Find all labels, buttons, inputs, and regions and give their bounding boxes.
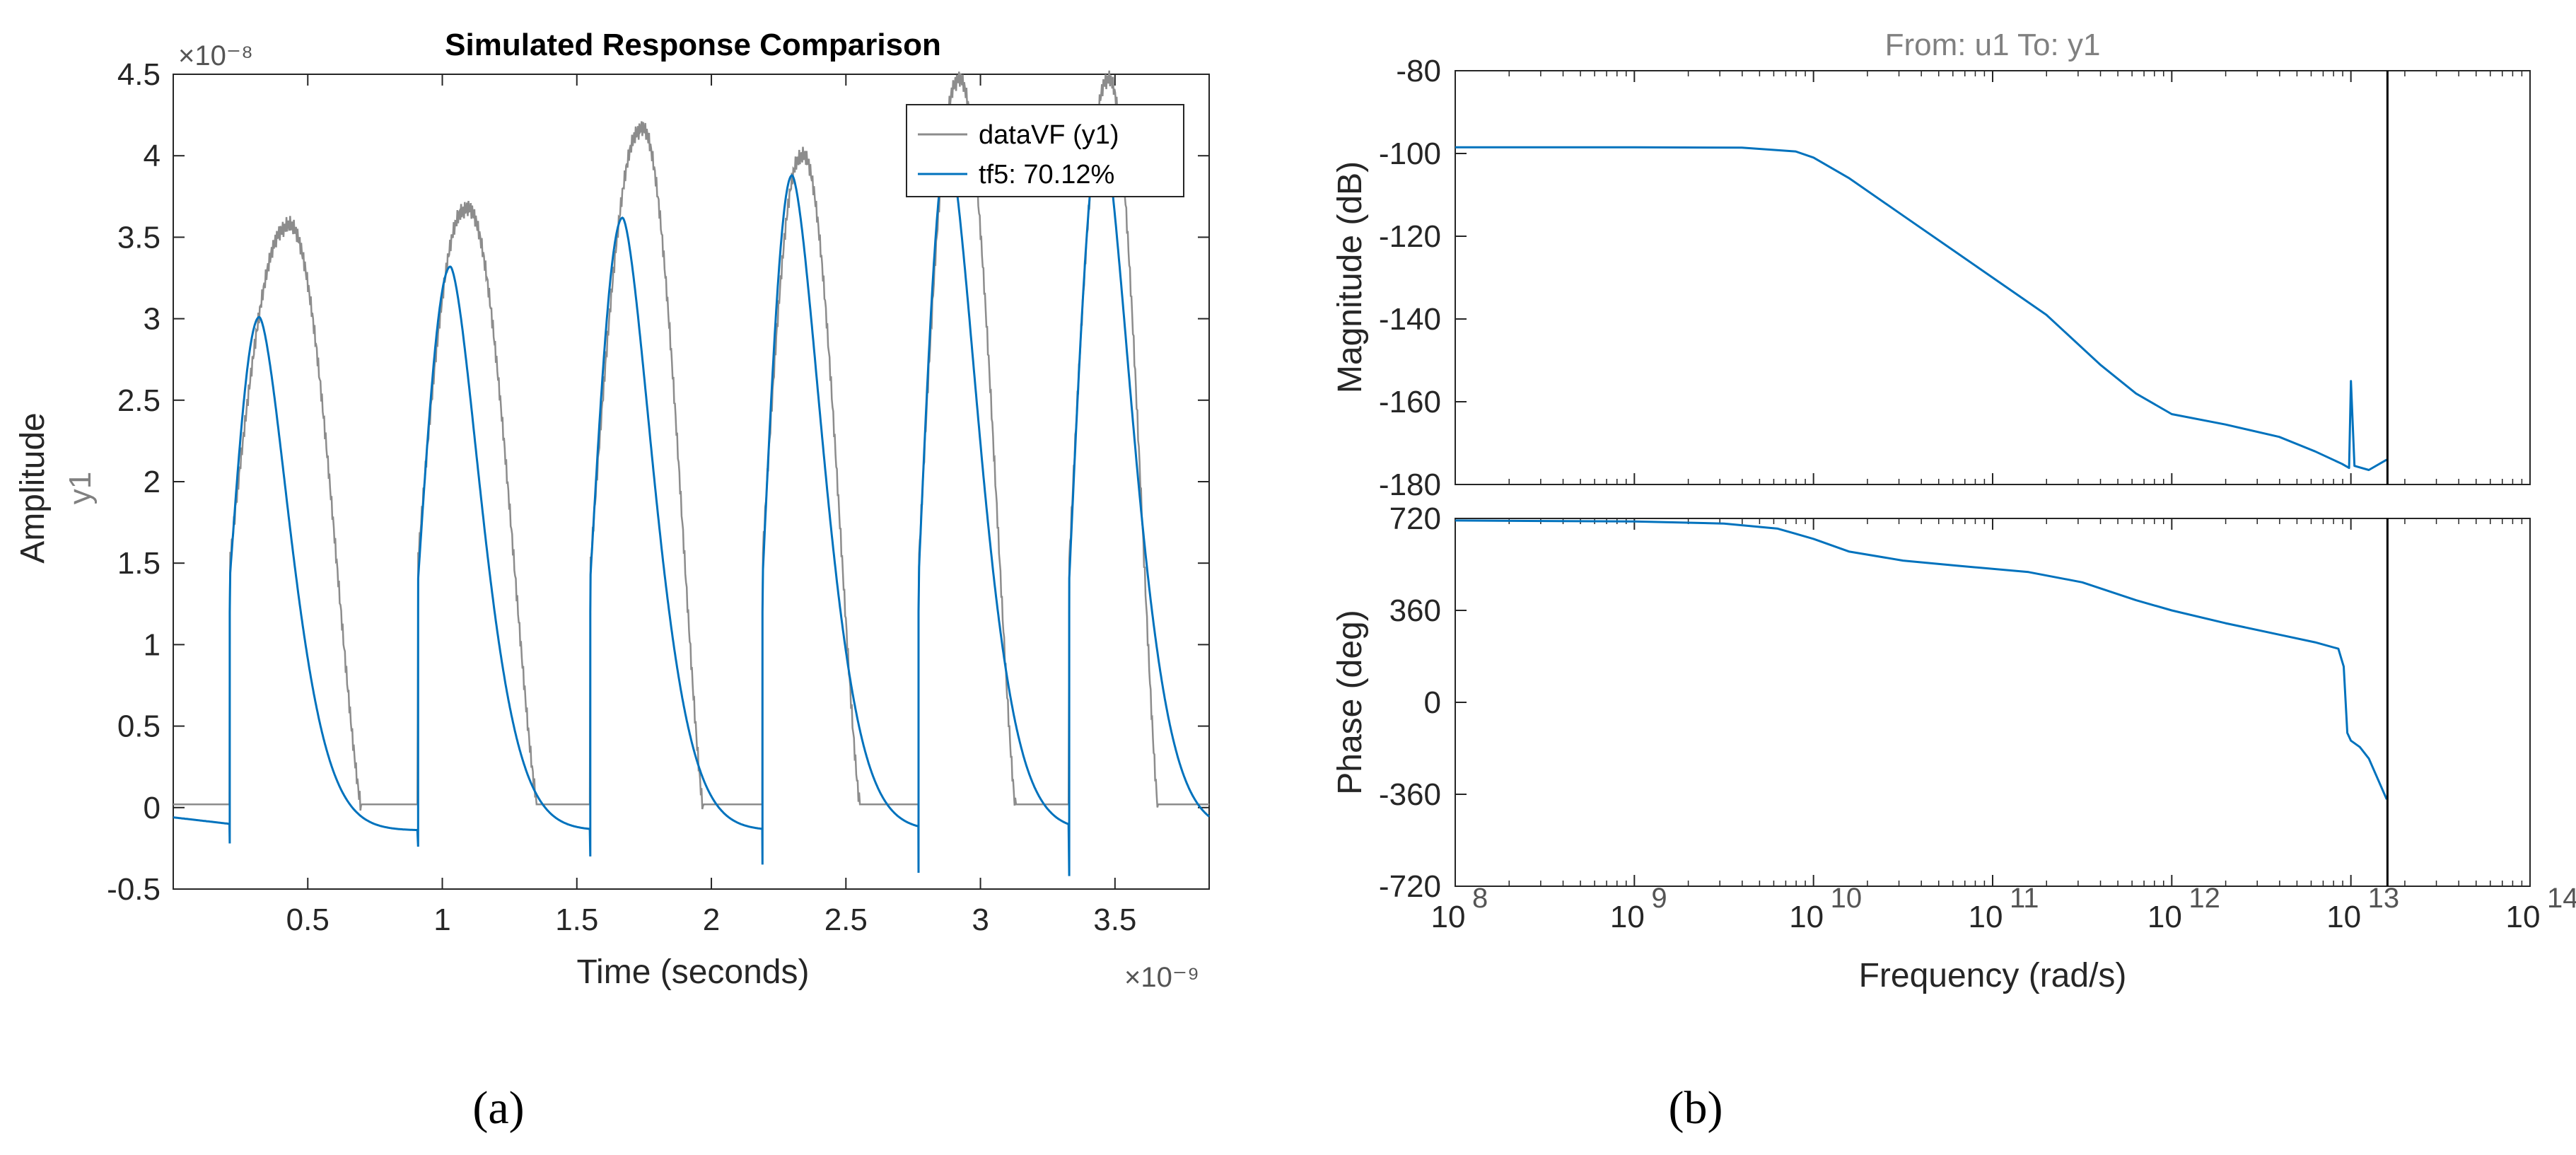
panel-a-xtick-label: 2 [703,902,720,937]
panel-a-ytick-label: 1.5 [117,546,161,581]
panel-a-xtick-label: 1.5 [555,902,598,937]
panel-b-magnitude-ytick-label: -140 [1379,302,1441,337]
panel-b-phase-ytick-label: -720 [1379,869,1441,904]
panel-a-xlabel: Time (seconds) [577,953,810,991]
panel-a-ytick-label: 4 [144,139,161,173]
panel-b-xlabel: Frequency (rad/s) [1859,957,2127,994]
series-line-phase [1455,519,2388,800]
series-line-dataVF [173,70,1209,811]
panel-b-magnitude-ytick-label: -160 [1379,385,1441,419]
panel-a-ytick-label: 0 [144,791,161,825]
panel-a-axes-box [173,74,1210,890]
panel-b-phase-ytick-label: 720 [1389,501,1441,536]
panel-a-xtick-label: 3 [972,902,989,937]
panel-a-chart: -0.500.511.522.533.544.50.5 1 1.5 2 2.5 3 3.5 … [14,28,1210,993]
panel-b-phase-box [1455,518,2531,887]
panel-b-series [1455,71,2389,886]
panel-b-magnitude-ytick-label: -180 [1379,468,1441,502]
legend-entry-fit: tf5: 70.12% [979,160,1114,190]
panel-b-magnitude-ytick-label: -120 [1379,219,1441,254]
panel-a-title: Simulated Response Comparison [445,28,941,62]
panel-b-phase-ytick-label: 0 [1424,685,1441,720]
legend-box [906,104,1184,197]
panel-b-chart: From: u1 To: y1 -80 -100 -120 -140 -160 -1807… [1331,28,2576,994]
panel-a-xtick-label: 3.5 [1093,902,1136,937]
panel-b-xtick-label: 10 [1789,900,1824,934]
panel-a-ytick-label: 3 [144,302,161,337]
panel-a-ytick-label: 3.5 [117,220,161,255]
panel-a-ylabel2: y1 [63,472,98,504]
panel-a-xtick-label: 0.5 [286,902,330,937]
panel-b-xtick-exponent: 9 [1651,883,1667,914]
panel-a-series [173,70,1210,876]
panel-b-ticks: -80-100-120-140-160-1807203600-360-72010… [1379,54,2576,934]
panel-b-xtick-label: 10 [2326,900,2361,934]
panel-a-x-exponent: ×10⁻⁹ [1124,962,1199,993]
panel-b-magnitude-ytick-label: -80 [1396,54,1441,88]
panel-b-xtick-label: 10 [1610,900,1645,934]
caption-a: (a) [472,1082,524,1134]
panel-a-ytick-label: 2.5 [117,383,161,418]
panel-b-magnitude-ytick-label: -100 [1379,137,1441,171]
panel-b-xtick-exponent: 13 [2368,883,2400,914]
caption-b: (b) [1669,1082,1723,1134]
panel-a-y-exponent: ×10⁻⁸ [178,40,253,71]
series-line-tf5 [173,122,1210,876]
legend-entry-data: dataVF (y1) [979,120,1119,150]
panel-b-xtick-label: 10 [2506,900,2541,934]
series-line-magnitude [1455,146,2388,471]
panel-a-ytick-label: 2 [144,465,161,499]
panel-b-xtick-label: 10 [1969,900,2003,934]
panel-a-ytick-label: 0.5 [117,709,161,744]
panel-a-xtick-label: 2.5 [824,902,868,937]
panel-b-xtick-label: 10 [2147,900,2182,934]
panel-b-magnitude-ylabel: Magnitude (dB) [1331,161,1369,393]
panel-b-xtick-exponent: 12 [2189,883,2220,914]
panel-a-ytick-label: -0.5 [107,872,161,907]
panel-a-ytick-label: 1 [144,627,161,662]
panel-b-title: From: u1 To: y1 [1885,28,2101,62]
panel-a-xtick-label: 1 [433,902,450,937]
panel-b-xtick-exponent: 10 [1831,883,1863,914]
panel-b-xtick-exponent: 14 [2547,883,2576,914]
panel-a-ytick-label: 4.5 [117,57,161,92]
panel-b-xtick-label: 10 [1431,900,1466,934]
panel-a-ticks: -0.5 0 0.5 1 1.5 2 2.5 3 3.5 4 4.5 0.5 1 1.5 2 2.5 3 3.5 [107,57,1209,937]
panel-b-phase-ylabel: Phase (deg) [1331,610,1369,795]
panel-b-phase-ytick-label: 360 [1389,593,1441,628]
panel-a-legend: dataVF (y1) tf5: 70.12% [906,104,1184,197]
panel-a-ylabel: Amplitude [14,412,52,563]
panel-b-phase-ytick-label: -360 [1379,777,1441,812]
panel-b-xtick-exponent: 11 [2010,883,2039,914]
panel-b-xtick-exponent: 8 [1472,883,1488,914]
